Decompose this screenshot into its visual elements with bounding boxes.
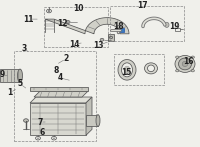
Text: 7: 7 (37, 117, 43, 127)
Circle shape (176, 56, 179, 58)
Text: 15: 15 (121, 67, 131, 77)
Text: 8: 8 (53, 66, 59, 75)
Circle shape (191, 56, 194, 58)
Text: 9: 9 (0, 70, 5, 80)
Bar (86, 115, 98, 126)
Text: 10: 10 (73, 4, 83, 13)
Polygon shape (34, 91, 88, 97)
Ellipse shape (18, 69, 22, 82)
Bar (30, 103, 86, 135)
Text: 16: 16 (183, 57, 193, 66)
Bar (0, 69, 20, 82)
Text: 13: 13 (93, 41, 103, 50)
Ellipse shape (96, 115, 100, 126)
Text: 4: 4 (57, 73, 63, 82)
Text: 2: 2 (63, 54, 69, 63)
Ellipse shape (182, 61, 188, 67)
Text: 12: 12 (57, 19, 67, 28)
Circle shape (53, 138, 55, 139)
Ellipse shape (147, 65, 154, 72)
Circle shape (48, 10, 50, 12)
Circle shape (191, 70, 194, 72)
Circle shape (101, 39, 103, 40)
Text: 3: 3 (21, 44, 27, 53)
Text: 11: 11 (23, 15, 33, 24)
Circle shape (24, 119, 28, 122)
Text: 1: 1 (7, 88, 13, 97)
Bar (108, 34, 114, 41)
Text: 18: 18 (113, 22, 123, 31)
Ellipse shape (124, 66, 130, 74)
Ellipse shape (122, 63, 132, 77)
Polygon shape (86, 97, 92, 135)
Ellipse shape (144, 63, 158, 74)
Ellipse shape (179, 58, 192, 70)
Text: 5: 5 (17, 79, 23, 88)
Bar (175, 28, 180, 31)
Ellipse shape (118, 60, 136, 80)
Text: 6: 6 (39, 128, 45, 137)
Text: 19: 19 (169, 22, 179, 31)
Bar (120, 28, 124, 32)
Polygon shape (30, 97, 92, 103)
Ellipse shape (175, 56, 195, 72)
Bar (30, 87, 88, 91)
Ellipse shape (165, 22, 169, 27)
Text: 14: 14 (69, 40, 79, 49)
Circle shape (176, 70, 179, 72)
Text: 17: 17 (137, 1, 147, 10)
Polygon shape (45, 18, 129, 34)
Circle shape (37, 138, 39, 139)
